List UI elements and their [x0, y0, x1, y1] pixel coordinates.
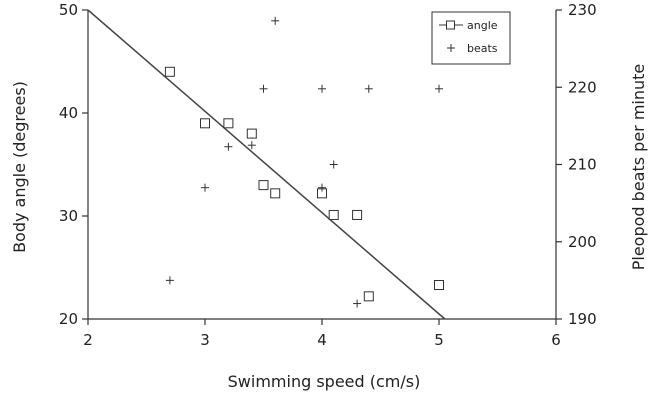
y2-axis-title: Pleopod beats per minute: [629, 64, 648, 271]
y-tick-label: 40: [59, 104, 78, 122]
angle-point: [434, 280, 444, 291]
x-tick-label: 3: [200, 331, 210, 349]
y-axis-title: Body angle (degrees): [10, 81, 29, 253]
angle-point: [352, 209, 363, 220]
beats-point: [318, 84, 326, 93]
beats-point: [435, 84, 443, 93]
y2-tick-label: 210: [568, 156, 597, 174]
angle-point: [258, 180, 269, 191]
beats-point: [259, 84, 268, 93]
y2-tick-label: 220: [568, 78, 597, 96]
x-tick-label: 5: [434, 331, 444, 349]
regression-line: [87, 9, 446, 320]
angle-point: [200, 118, 210, 129]
data-marks-group: [87, 9, 446, 320]
angle-point: [328, 209, 339, 220]
y-tick-label: 30: [59, 207, 78, 225]
x-axis-title: Swimming speed (cm/s): [228, 372, 421, 391]
angle-point: [246, 128, 257, 139]
x-tick-label: 6: [551, 331, 561, 349]
legend: angle beats: [431, 11, 511, 65]
angle-point: [223, 118, 234, 129]
beats-point: [247, 141, 256, 150]
angle-point: [164, 66, 175, 77]
y-tick-label: 50: [59, 1, 78, 19]
y2-tick-label: 230: [568, 1, 597, 19]
y-tick-label: 20: [59, 310, 78, 328]
axes-group: 2 3 4 5 6 20 30 40 50 190 200 210 220 230: [59, 1, 597, 349]
legend-angle-marker: [446, 20, 455, 30]
beats-point: [224, 142, 233, 151]
x-tick-label: 4: [317, 331, 327, 349]
beats-point: [364, 84, 373, 93]
x-tick-label: 2: [83, 331, 93, 349]
y2-tick-label: 200: [568, 233, 597, 251]
beats-point: [165, 276, 174, 285]
angle-point: [363, 291, 374, 302]
beats-point: [201, 183, 209, 192]
legend-box: [431, 11, 511, 65]
beats-point: [271, 16, 280, 25]
legend-angle-label: angle: [467, 19, 498, 32]
beats-point: [318, 183, 326, 192]
angle-point: [270, 188, 281, 199]
beats-point: [329, 160, 338, 169]
legend-beats-label: beats: [467, 42, 498, 55]
beats-point: [353, 299, 362, 308]
y2-tick-label: 190: [568, 310, 597, 328]
